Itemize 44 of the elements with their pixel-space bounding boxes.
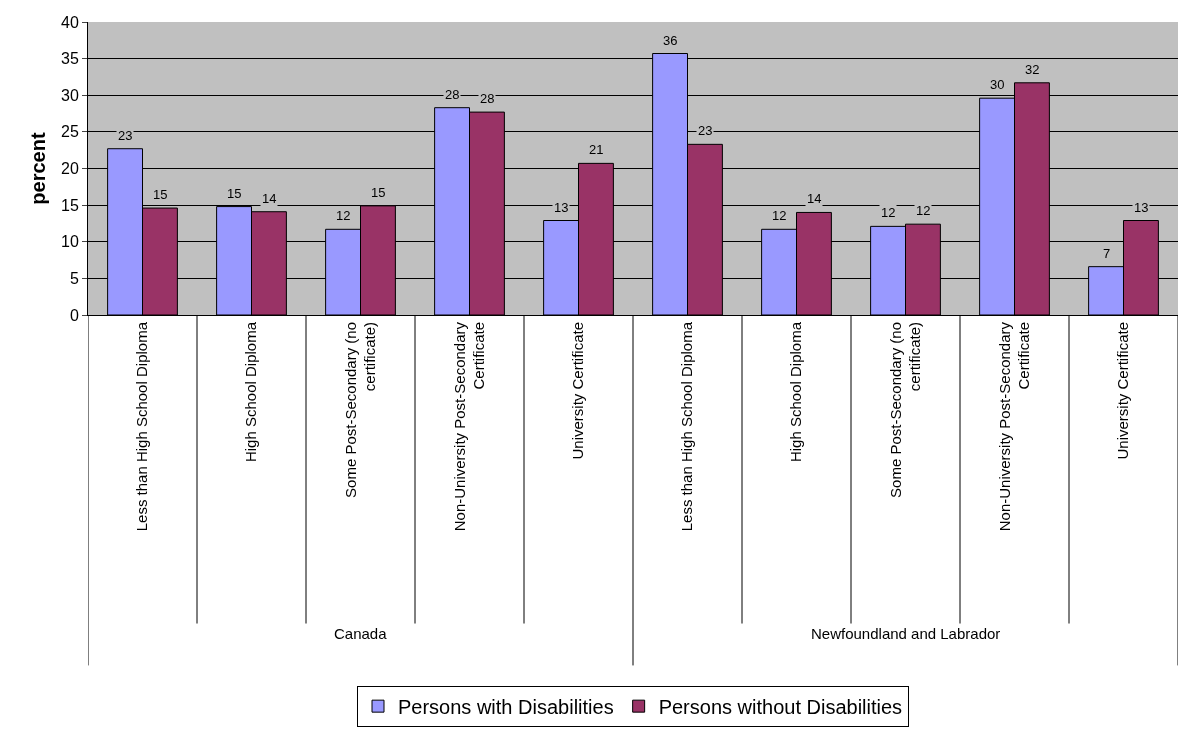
data-label: 23	[118, 128, 133, 143]
data-label: 32	[1025, 62, 1040, 77]
y-tick-label: 10	[61, 233, 79, 251]
data-label: 15	[227, 186, 242, 201]
x-tick-label: Some Post-Secondary (no certificate)	[341, 322, 379, 498]
x-tick-label: Less than High School Diploma	[678, 321, 696, 532]
data-label: 14	[262, 191, 277, 206]
y-tick-label: 40	[61, 13, 79, 31]
y-axis-title: percent	[26, 132, 49, 205]
data-label: 15	[371, 185, 386, 200]
x-tick-label: High School Diploma	[787, 321, 805, 463]
data-label: 15	[153, 187, 168, 202]
data-label: 23	[698, 123, 713, 138]
x-tick-label: Non-University Post-Secondary Certificate	[995, 321, 1033, 532]
data-label: 12	[772, 208, 787, 223]
data-label: 7	[1103, 246, 1111, 261]
y-tick-label: 5	[69, 269, 79, 287]
data-label: 28	[480, 91, 495, 106]
data-label: 12	[881, 205, 896, 220]
x-tick-label: University Certificate	[569, 322, 587, 460]
text: Newfoundland and Labrador	[811, 625, 1001, 642]
y-tick-label: 15	[61, 196, 79, 214]
data-label: 30	[990, 77, 1005, 92]
y-tick-label: 30	[61, 86, 79, 104]
data-label: 21	[589, 142, 604, 157]
y-tick-label: 25	[61, 123, 79, 141]
x-tick-label: High School Diploma	[242, 321, 260, 463]
legend-label: Persons with Disabilities	[398, 695, 614, 718]
y-tick-label: 0	[69, 306, 79, 324]
x-tick-label: Some Post-Secondary (no certificate)	[886, 322, 924, 498]
y-tick-label: 20	[61, 160, 79, 178]
data-label: 36	[663, 33, 678, 48]
text: Canada	[334, 625, 388, 642]
data-label: 12	[916, 203, 931, 218]
data-label: 13	[1134, 200, 1149, 215]
x-tick-label: Non-University Post-Secondary Certificate	[450, 321, 488, 532]
data-label: 12	[336, 208, 351, 223]
x-tick-label: University Certificate	[1114, 322, 1132, 460]
data-label: 28	[445, 87, 460, 102]
x-tick-label: Less than High School Diploma	[133, 321, 151, 532]
data-label: 14	[807, 191, 822, 206]
data-label: 13	[554, 200, 569, 215]
legend-label: Persons without Disabilities	[658, 695, 903, 718]
y-tick-label: 35	[61, 50, 79, 68]
